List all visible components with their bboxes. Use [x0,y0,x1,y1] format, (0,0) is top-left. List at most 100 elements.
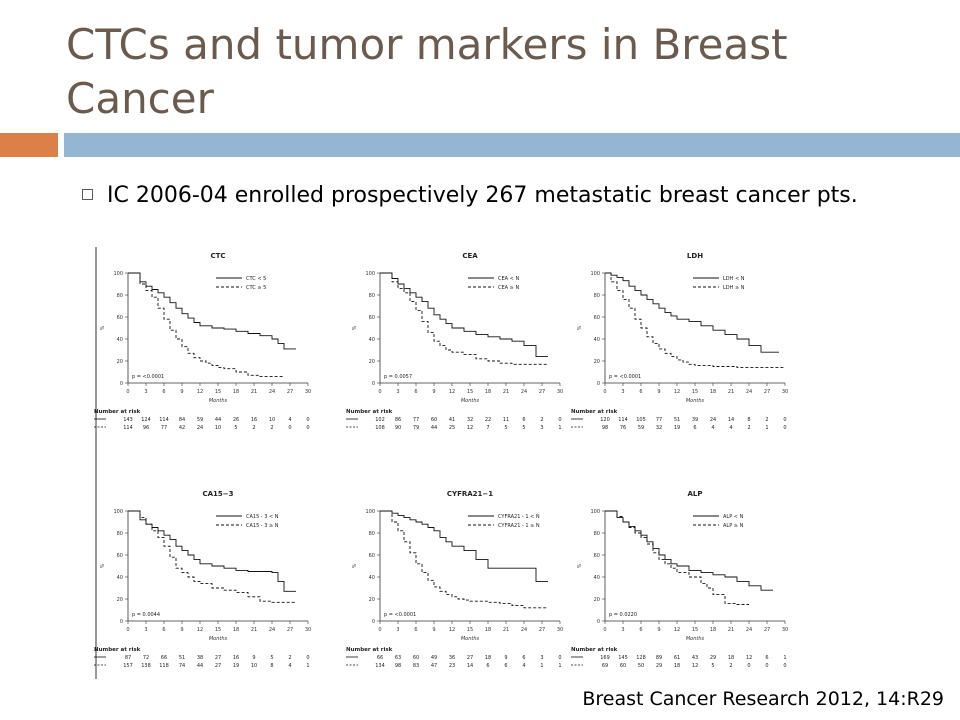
risk-count-label: 96 [143,425,149,431]
y-tick-label: 40 [369,337,375,343]
risk-count-label: 114 [123,425,133,431]
risk-count-label: 14 [467,663,473,669]
risk-count-label: 0 [306,417,309,423]
risk-count-label: 59 [638,425,644,431]
risk-count-label: 74 [179,663,185,669]
risk-count-label: 87 [125,655,131,661]
y-tick-label: 40 [369,575,375,581]
risk-count-label: 79 [413,425,419,431]
x-tick-label: 9 [180,389,183,395]
x-tick-label: 24 [521,389,527,395]
y-axis-title: % [352,563,358,568]
number-at-risk-label: Number at risk [94,647,141,653]
x-tick-label: 9 [432,389,435,395]
risk-count-label: 44 [215,417,221,423]
risk-count-label: 26 [233,417,239,423]
x-tick-label: 6 [162,627,165,633]
risk-count-label: 0 [306,425,309,431]
y-tick-label: 0 [120,381,123,387]
x-tick-label: 15 [467,389,473,395]
risk-count-label: 9 [252,655,255,661]
x-tick-label: 27 [764,627,770,633]
citation: Breast Cancer Research 2012, 14:R29 [582,688,944,710]
x-tick-label: 30 [557,627,563,633]
p-value-label: p = <0.0001 [384,612,416,618]
slide-title: CTCs and tumor markers in Breast Cancer [66,20,788,123]
risk-count-label: 138 [141,663,151,669]
number-at-risk-label: Number at risk [94,409,141,415]
y-axis-title: % [100,325,106,330]
risk-count-label: 32 [467,417,473,423]
risk-count-label: 0 [558,655,561,661]
x-tick-label: 27 [287,627,293,633]
p-value-label: p = <0.0001 [609,374,641,380]
risk-count-label: 66 [377,655,383,661]
x-tick-label: 30 [305,389,311,395]
panel-title: CA15−3 [202,490,233,498]
risk-count-label: 47 [431,663,437,669]
survival-curve [128,272,296,350]
risk-count-label: 77 [656,417,662,423]
risk-count-label: 9 [504,655,507,661]
x-tick-label: 12 [197,389,203,395]
risk-count-label: 16 [251,417,257,423]
risk-count-label: 0 [558,417,561,423]
x-tick-label: 3 [144,627,147,633]
risk-count-label: 6 [522,417,525,423]
risk-count-label: 18 [728,655,734,661]
x-tick-label: 18 [710,389,716,395]
y-tick-label: 80 [594,293,600,299]
x-tick-label: 30 [782,627,788,633]
risk-count-label: 86 [395,417,401,423]
x-tick-label: 21 [728,627,734,633]
x-tick-label: 3 [144,389,147,395]
risk-count-label: 72 [143,655,149,661]
title-accent-bar-orange [0,133,58,157]
risk-count-label: 1 [306,663,309,669]
x-tick-label: 18 [233,389,239,395]
x-tick-label: 18 [710,627,716,633]
risk-count-label: 19 [233,663,239,669]
risk-count-label: 0 [783,425,786,431]
legend-label: CA15 - 3 ≥ N [246,523,279,529]
x-tick-label: 15 [692,627,698,633]
x-axis-title: Months [461,398,480,404]
risk-count-label: 98 [602,425,608,431]
x-axis-title: Months [686,636,705,642]
risk-count-label: 12 [467,425,473,431]
x-tick-label: 24 [746,389,752,395]
risk-count-label: 102 [375,417,385,423]
risk-count-label: 10 [215,425,221,431]
y-tick-label: 100 [590,271,600,277]
x-tick-label: 6 [162,389,165,395]
x-tick-label: 3 [621,627,624,633]
risk-count-label: 114 [618,417,628,423]
risk-count-label: 60 [413,655,419,661]
x-tick-label: 30 [305,627,311,633]
risk-count-label: 5 [711,663,714,669]
y-axis-title: % [352,325,358,330]
y-tick-label: 20 [594,597,600,603]
x-tick-label: 12 [449,627,455,633]
risk-count-label: 108 [375,425,385,431]
risk-count-label: 7 [486,425,489,431]
square-bullet-icon [82,189,93,200]
y-tick-label: 20 [369,359,375,365]
risk-count-label: 0 [288,425,291,431]
survival-curve [380,510,548,582]
risk-count-label: 27 [215,655,221,661]
risk-count-label: 4 [288,417,291,423]
number-at-risk-label: Number at risk [346,647,393,653]
y-tick-label: 40 [117,337,123,343]
y-tick-label: 60 [369,553,375,559]
risk-count-label: 114 [159,417,169,423]
number-at-risk-label: Number at risk [346,409,393,415]
legend-label: LDH < N [723,276,745,282]
x-tick-label: 9 [180,627,183,633]
x-axis-title: Months [209,398,228,404]
y-tick-label: 40 [117,575,123,581]
y-axis-title: % [100,563,106,568]
